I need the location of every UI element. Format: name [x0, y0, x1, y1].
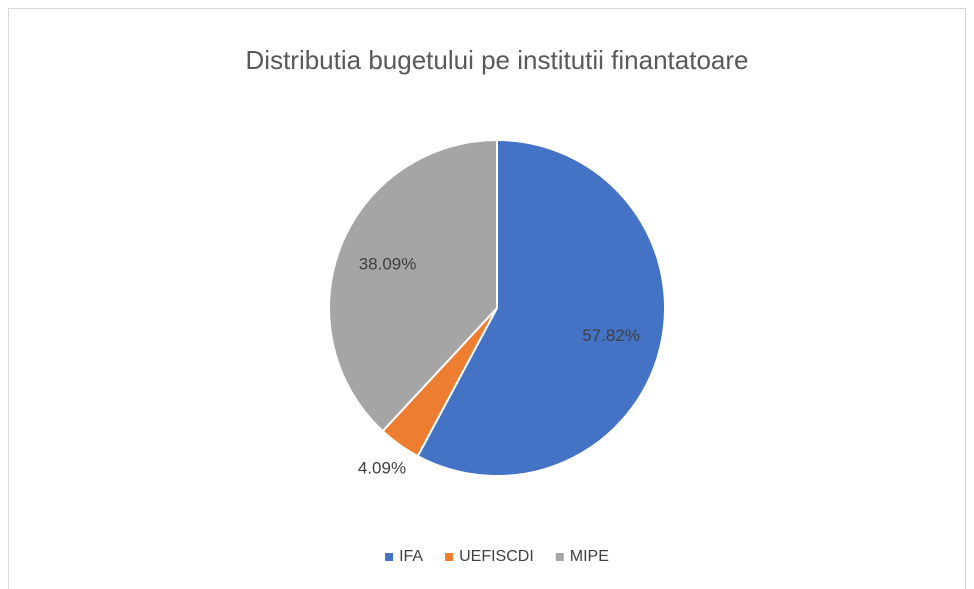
- legend-label: MIPE: [570, 548, 609, 565]
- legend-label: UEFISCDI: [459, 548, 534, 565]
- chart-title: Distributia bugetului pe institutii fina…: [246, 45, 749, 75]
- data-label: 4.09%: [358, 459, 406, 478]
- data-label: 38.09%: [359, 255, 417, 274]
- legend-marker: [555, 553, 564, 561]
- legend-marker: [445, 553, 454, 561]
- legend-marker: [385, 553, 394, 561]
- pie-slice: [416, 138, 666, 477]
- legend-label: IFA: [399, 548, 423, 565]
- pie-slice: [328, 138, 498, 433]
- data-label: 57.82%: [582, 326, 640, 345]
